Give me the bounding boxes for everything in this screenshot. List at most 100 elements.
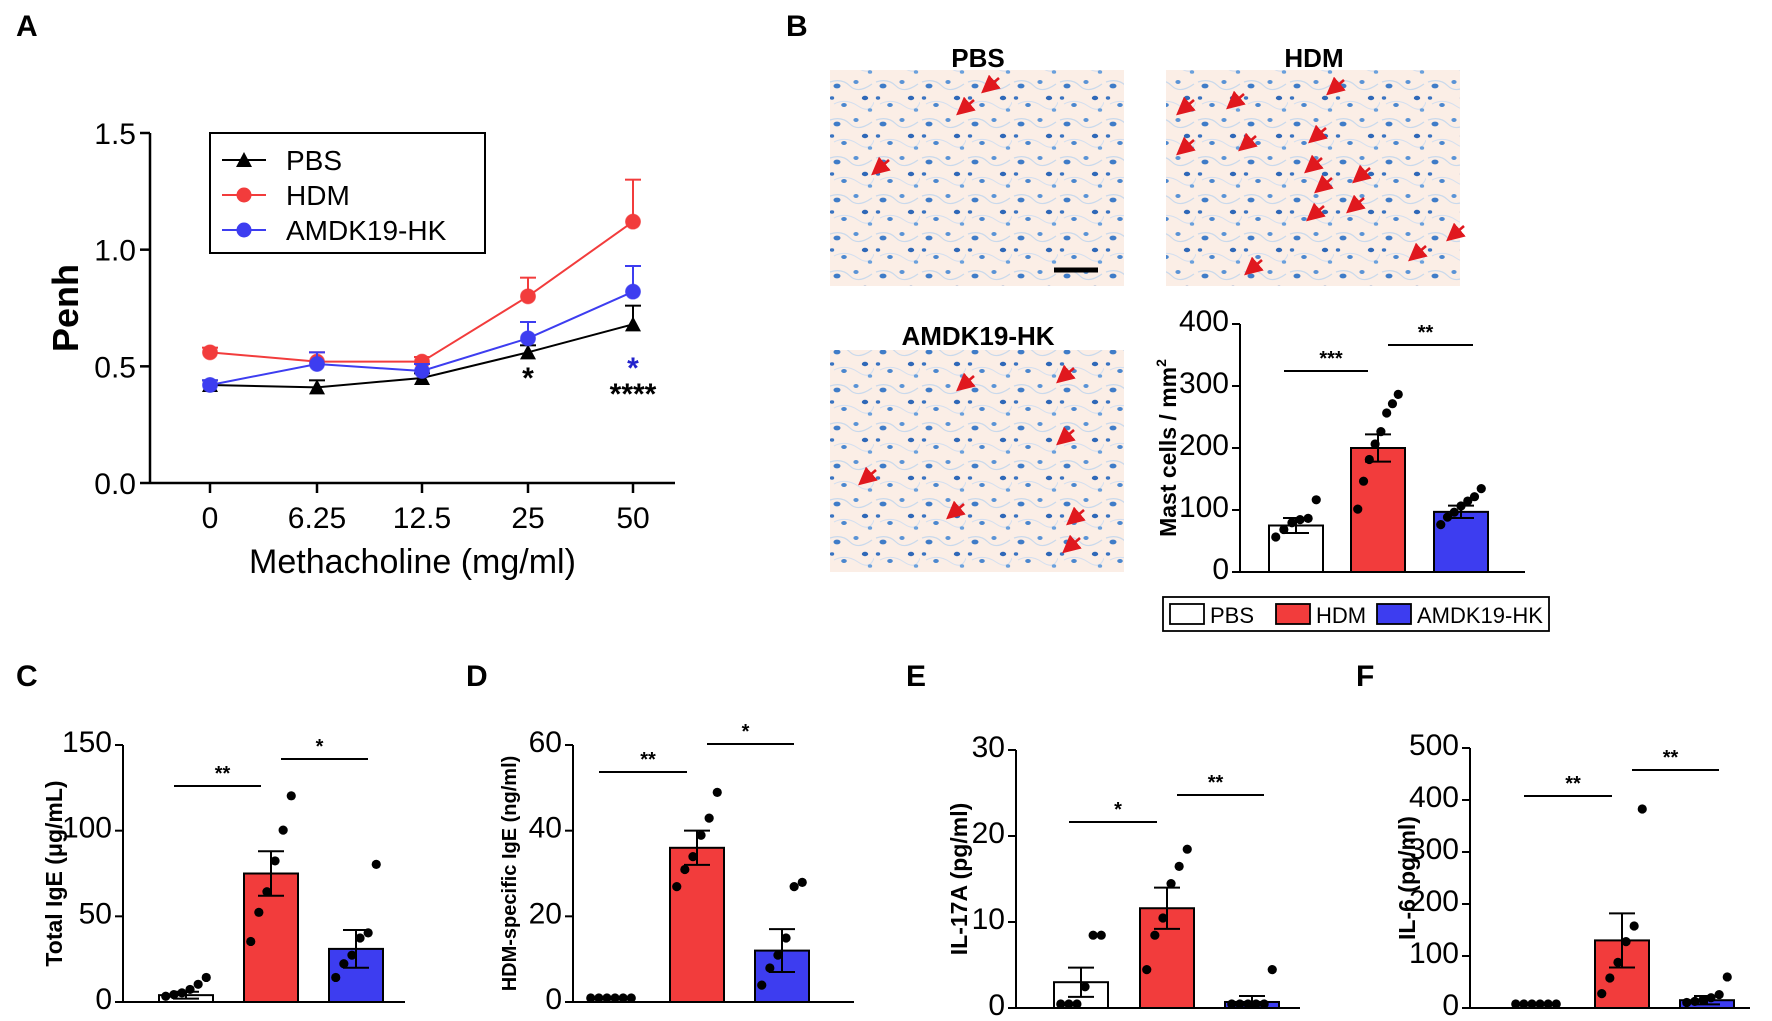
- panel-label-d: D: [466, 660, 488, 693]
- legend-marker: [236, 187, 252, 203]
- data-point: [1056, 999, 1066, 1009]
- data-point: [789, 882, 799, 892]
- data-point: [1158, 913, 1168, 923]
- legend-label: AMDK19-HK: [286, 215, 447, 246]
- y-axis-label: HDM-specific IgE (ng/ml): [499, 756, 521, 992]
- panel-label-b: B: [786, 10, 808, 43]
- panel-label-a: A: [16, 10, 38, 43]
- legend-mast-cells: PBS HDM AMDK19-HK: [1162, 596, 1550, 632]
- y-tick-label: 100: [1409, 937, 1459, 970]
- x-tick-label: 50: [616, 502, 649, 535]
- data-point: [1267, 965, 1277, 975]
- mast-cell-arrow: [1446, 222, 1466, 242]
- data-point: [1511, 999, 1521, 1009]
- data-point: [765, 963, 775, 973]
- legend-swatch-hdm: [1275, 603, 1311, 625]
- data-point: [177, 988, 187, 998]
- data-point: [1637, 804, 1647, 814]
- data-point: [262, 887, 272, 897]
- y-tick-label: 400: [1179, 305, 1229, 338]
- legend-label: AMDK19-HK: [1417, 603, 1543, 628]
- legend-label: HDM: [286, 180, 350, 211]
- data-point: [1311, 495, 1321, 505]
- data-point: [1064, 999, 1074, 1009]
- data-point: [1072, 999, 1082, 1009]
- x-tick-label: 12.5: [393, 502, 451, 535]
- data-point: [1393, 389, 1403, 399]
- y-tick-label: 100: [1179, 491, 1229, 524]
- mast-cell-arrow: [956, 372, 976, 392]
- data-point: [1476, 484, 1486, 494]
- y-tick-label: 200: [1409, 885, 1459, 918]
- data-point: [1376, 427, 1386, 437]
- data-point: [1150, 930, 1160, 940]
- data-point: [1463, 496, 1473, 506]
- data-point: [1597, 989, 1607, 999]
- significance-mark: *: [522, 362, 534, 395]
- bar-hdm: [669, 846, 725, 1003]
- y-axis-label: Total IgE (μg/mL): [41, 780, 67, 966]
- line-chart-penh: 0.0 0.5 1.0 1.5 0 6.25 12.5 25 50 Methacholine (m…: [45, 118, 675, 581]
- mast-cell-arrow: [858, 466, 878, 486]
- x-tick-label: 6.25: [288, 502, 346, 535]
- mast-cell-arrow: [1314, 174, 1334, 194]
- mast-cell-arrow: [1176, 136, 1196, 156]
- mast-cell-arrow: [1304, 154, 1324, 174]
- data-point: [254, 907, 264, 917]
- data-point: [704, 813, 714, 823]
- legend-box: [1162, 596, 1550, 632]
- data-point: [185, 984, 195, 995]
- significance-mark: **: [640, 749, 656, 771]
- data-point: [1303, 513, 1313, 524]
- data-point: [1387, 399, 1398, 409]
- y-tick-label: 300: [1409, 833, 1459, 866]
- data-point: [586, 993, 596, 1003]
- data-point: [1259, 999, 1269, 1009]
- y-axis-label: Penh: [45, 264, 86, 352]
- micrograph-title-pbs: PBS: [951, 43, 1004, 73]
- data-point: [696, 830, 706, 840]
- significance-mark: ****: [610, 378, 657, 411]
- mast-cell-arrow: [1346, 194, 1366, 214]
- data-point: [625, 213, 641, 230]
- significance-mark: **: [1663, 747, 1679, 769]
- y-tick-label: 0: [1442, 989, 1459, 1021]
- data-point: [594, 993, 604, 1003]
- y-axis-label: IL-17A (pg/ml): [946, 803, 972, 955]
- data-point: [355, 933, 365, 943]
- data-point: [1166, 879, 1176, 889]
- y-tick-label: 0.0: [94, 468, 136, 501]
- data-point: [1706, 993, 1716, 1003]
- significance-mark: **: [215, 763, 231, 785]
- mast-cell-arrow: [946, 500, 966, 520]
- panel-label-f: F: [1356, 660, 1374, 693]
- data-point: [1449, 507, 1459, 517]
- data-point: [1370, 439, 1380, 449]
- micrograph-amdk19-hk: AMDK19-HK: [830, 321, 1124, 572]
- data-point: [688, 852, 698, 862]
- data-point: [1629, 921, 1639, 931]
- data-point: [1096, 930, 1106, 940]
- data-point: [1358, 476, 1369, 486]
- data-point: [309, 356, 325, 372]
- data-point: [1088, 930, 1098, 940]
- mast-cell-arrow: [1066, 506, 1086, 526]
- x-axis-label: Methacholine (mg/ml): [249, 543, 576, 581]
- y-tick-label: 0.5: [94, 351, 136, 384]
- data-point: [1227, 999, 1237, 1009]
- data-point: [1469, 492, 1480, 502]
- bar-chart-il-6: 0 100 200 300 400 500 ** ** IL-6 (pg/ml): [1394, 729, 1750, 1021]
- mast-cell-arrow: [1408, 242, 1428, 262]
- data-point: [339, 959, 349, 969]
- data-point: [1682, 997, 1692, 1008]
- mast-cell-arrow: [1308, 124, 1328, 144]
- y-tick-label: 40: [529, 812, 562, 845]
- y-tick-label: 20: [972, 817, 1005, 850]
- legend-label: HDM: [1316, 603, 1366, 628]
- legend-marker: [236, 222, 252, 238]
- data-point: [520, 288, 536, 305]
- mast-cell-arrow: [871, 156, 891, 176]
- mast-cell-arrow: [981, 74, 1001, 94]
- mast-cell-arrow: [1326, 76, 1346, 96]
- data-point: [202, 377, 218, 393]
